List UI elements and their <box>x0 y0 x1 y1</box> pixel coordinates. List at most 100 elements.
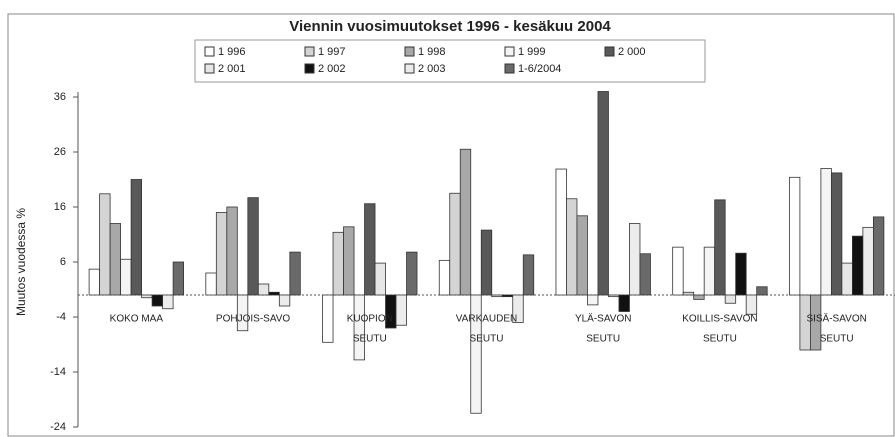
bar <box>672 246 684 296</box>
legend-label: 2 001 <box>218 63 246 75</box>
legend-swatch <box>404 46 415 57</box>
bar <box>480 229 493 296</box>
x-tick-label: SEUTU <box>820 334 854 345</box>
bar <box>608 294 620 298</box>
legend-swatch <box>504 46 515 57</box>
bar <box>226 206 238 296</box>
bar <box>841 262 853 296</box>
bar <box>555 168 567 296</box>
bar <box>745 294 758 315</box>
bar <box>130 179 143 296</box>
bar <box>470 294 482 414</box>
legend-swatch <box>204 46 215 57</box>
y-tick-label: -24 <box>50 421 66 433</box>
bar <box>862 226 874 296</box>
legend-swatch <box>504 63 515 74</box>
bar <box>99 193 111 296</box>
bar <box>257 283 270 296</box>
bar <box>353 294 365 361</box>
legend-label: 2 003 <box>418 63 446 75</box>
x-tick-label: YLÄ-SAVON <box>575 313 632 325</box>
x-tick-label: SEUTU <box>586 334 620 345</box>
bar <box>629 223 641 296</box>
bar <box>693 294 705 300</box>
bar <box>597 91 609 296</box>
bar <box>374 262 386 296</box>
legend-label: 1 998 <box>418 46 446 58</box>
x-tick-label: SEUTU <box>470 334 504 345</box>
legend-swatch <box>304 63 315 74</box>
bar <box>872 216 885 296</box>
bar <box>501 294 514 298</box>
legend-label: 1 996 <box>218 46 246 58</box>
bar <box>406 251 418 296</box>
bar <box>714 199 726 296</box>
legend-swatch <box>204 63 215 74</box>
bar <box>88 268 101 296</box>
bar <box>205 272 217 296</box>
legend-box <box>194 39 706 83</box>
bar <box>788 176 801 296</box>
bar <box>109 223 122 296</box>
bar <box>809 294 822 351</box>
bar <box>395 294 407 326</box>
bar <box>162 294 174 310</box>
legend-swatch <box>404 63 415 74</box>
y-tick-label: 36 <box>54 91 66 103</box>
x-tick-label: VARKAUDEN <box>456 314 518 325</box>
x-tick-label: KOKO MAA <box>110 314 164 325</box>
bar <box>851 235 864 296</box>
y-tick-label: -14 <box>50 366 66 378</box>
legend-label: 1 997 <box>318 46 346 58</box>
legend-swatch <box>604 46 615 57</box>
bar <box>724 294 737 304</box>
bar <box>682 291 695 296</box>
bar <box>830 172 843 296</box>
bar <box>289 251 301 296</box>
bar <box>215 212 228 296</box>
x-tick-label: SEUTU <box>353 334 387 345</box>
bar <box>703 246 716 296</box>
bar <box>322 294 334 343</box>
bar <box>141 294 153 299</box>
bar <box>566 198 578 296</box>
bar <box>756 286 768 296</box>
bar <box>343 226 355 296</box>
bar <box>820 168 832 296</box>
bar <box>491 294 503 298</box>
bar <box>438 259 451 296</box>
y-axis-label: Muutos vuodessa % <box>14 208 28 316</box>
x-tick-label: KUOPION <box>347 314 393 325</box>
y-tick-label: 26 <box>54 146 66 158</box>
bar <box>236 294 249 332</box>
x-tick-label: POHJOIS-SAVO <box>216 314 290 325</box>
bar <box>459 148 472 296</box>
bar <box>587 294 599 306</box>
bar <box>120 258 132 296</box>
y-tick-label: 16 <box>54 201 66 213</box>
bar <box>332 231 344 296</box>
y-tick-label: -4 <box>56 311 66 323</box>
bar <box>576 215 588 296</box>
x-tick-label: SISÄ-SAVON <box>806 313 866 325</box>
x-tick-label: KOILLIS-SAVON <box>682 314 757 325</box>
bar <box>151 294 164 307</box>
legend-label: 1 999 <box>518 46 546 58</box>
bar <box>522 254 535 296</box>
y-tick-label: 6 <box>60 256 66 268</box>
legend-label: 2 000 <box>618 46 646 58</box>
bar <box>172 261 185 296</box>
bar <box>735 252 747 296</box>
bar <box>247 197 259 296</box>
bar <box>268 291 280 296</box>
bar <box>618 294 630 312</box>
chart-title: Viennin vuosimuutokset 1996 - kesäkuu 20… <box>289 18 611 35</box>
legend-label: 2 002 <box>318 63 346 75</box>
legend-swatch <box>304 46 315 57</box>
bar <box>364 203 376 296</box>
bar <box>639 253 651 296</box>
legend-label: 1-6/2004 <box>518 63 561 75</box>
x-tick-label: SEUTU <box>703 334 737 345</box>
bar <box>512 294 524 323</box>
